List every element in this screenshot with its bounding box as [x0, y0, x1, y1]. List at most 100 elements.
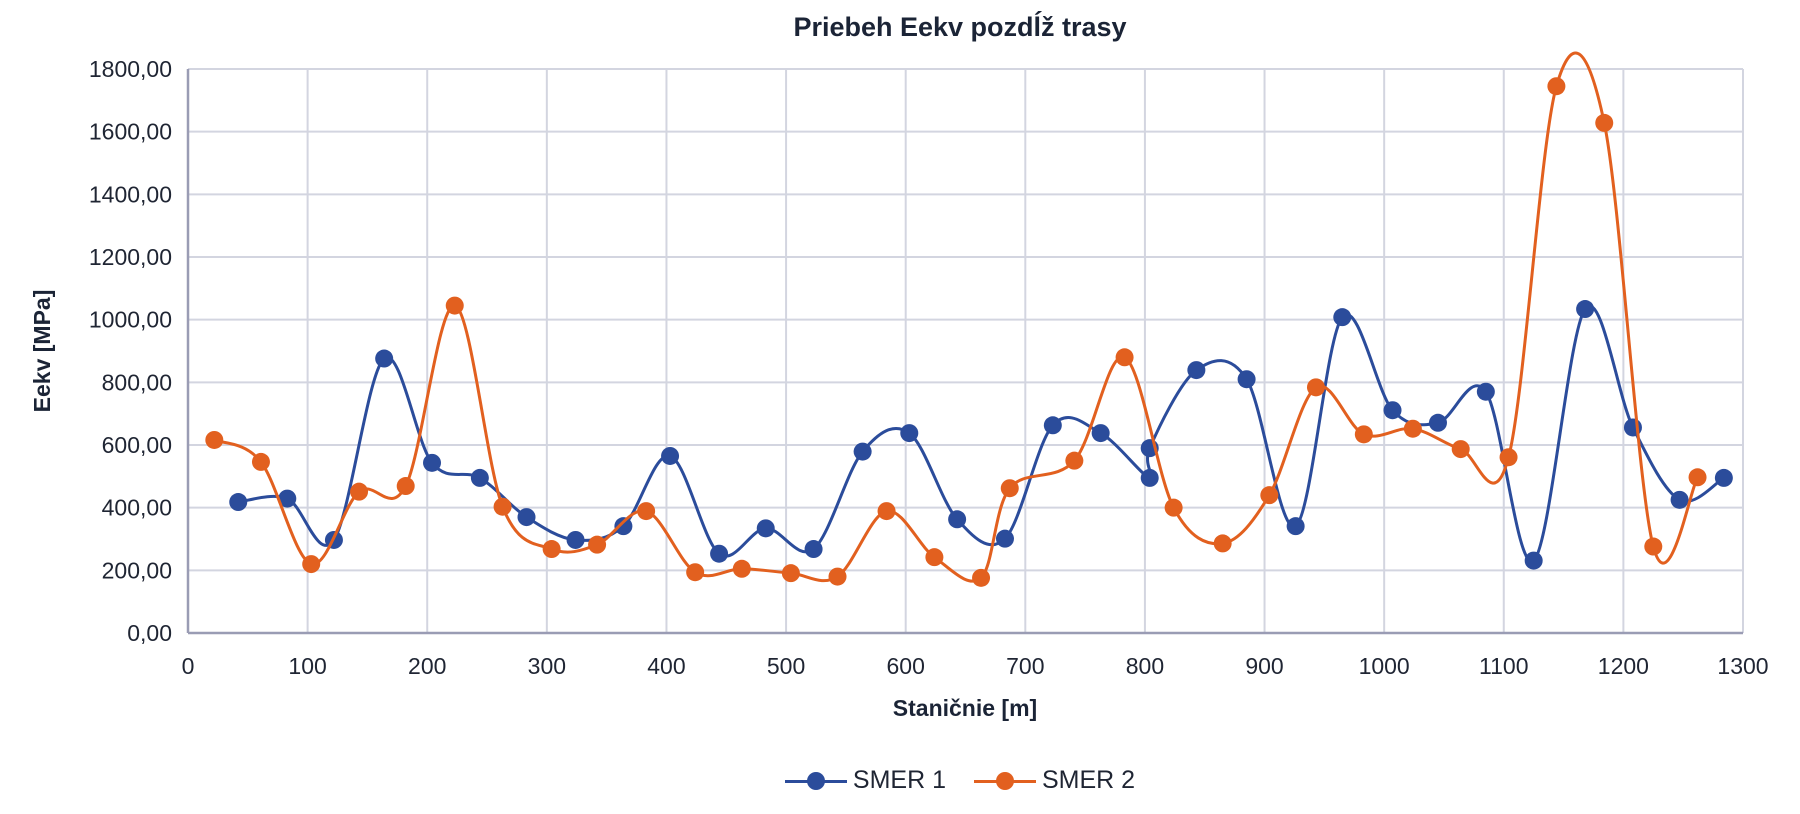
- data-point-marker: [1091, 424, 1110, 443]
- data-point-marker: [493, 497, 512, 516]
- data-point-marker: [1547, 77, 1566, 96]
- legend-label: SMER 2: [1042, 766, 1136, 794]
- data-point-marker: [1000, 479, 1019, 498]
- data-point-marker: [542, 540, 561, 559]
- data-point-marker: [828, 567, 847, 586]
- y-tick-label: 1200,00: [89, 244, 172, 270]
- data-point-marker: [1237, 370, 1256, 389]
- data-point-marker: [686, 563, 705, 582]
- data-point-marker: [1688, 468, 1707, 487]
- x-tick-label: 900: [1245, 653, 1283, 679]
- data-point-marker: [396, 477, 415, 496]
- y-tick-label: 400,00: [102, 495, 172, 521]
- y-tick-label: 600,00: [102, 432, 172, 458]
- data-point-marker: [948, 510, 967, 529]
- data-point-marker: [1140, 468, 1159, 487]
- y-tick-label: 1800,00: [89, 56, 172, 82]
- data-point-marker: [877, 502, 896, 521]
- legend-item: SMER 2: [974, 766, 1135, 795]
- x-tick-label: 700: [1006, 653, 1044, 679]
- data-point-marker: [1644, 537, 1663, 556]
- series-smer-1: [229, 300, 1733, 570]
- y-axis-title: Eekv [MPa]: [29, 290, 55, 413]
- data-point-marker: [1333, 308, 1352, 327]
- data-point-marker: [1428, 413, 1447, 432]
- data-point-marker: [1670, 490, 1689, 509]
- data-point-marker: [423, 453, 442, 472]
- data-point-marker: [302, 555, 321, 574]
- y-tick-label: 0,00: [127, 620, 172, 646]
- y-tick-label: 200,00: [102, 557, 172, 583]
- data-point-marker: [1164, 498, 1183, 517]
- data-point-marker: [1714, 468, 1733, 487]
- data-point-marker: [925, 548, 944, 567]
- data-point-marker: [1187, 361, 1206, 380]
- data-point-marker: [470, 468, 489, 487]
- data-point-marker: [1451, 440, 1470, 459]
- series-line: [238, 304, 1725, 563]
- legend-marker-icon: [974, 771, 1036, 791]
- data-point-marker: [375, 349, 394, 368]
- data-point-marker: [781, 564, 800, 583]
- data-point-marker: [588, 535, 607, 554]
- data-point-marker: [972, 568, 991, 587]
- data-point-marker: [900, 424, 919, 443]
- data-point-marker: [1595, 113, 1614, 132]
- x-tick-label: 0: [182, 653, 195, 679]
- grid-lines: [188, 68, 1744, 633]
- data-point-marker: [1354, 425, 1373, 444]
- y-axis-ticks: 0,00 200,00 400,00 600,00 800,00 1000,00 1200,…: [89, 56, 172, 646]
- x-tick-label: 100: [288, 653, 326, 679]
- data-point-marker: [614, 517, 633, 536]
- y-tick-label: 1000,00: [89, 307, 172, 333]
- data-point-marker: [1065, 451, 1084, 470]
- data-point-marker: [1403, 419, 1422, 438]
- data-point-marker: [251, 452, 270, 471]
- data-point-marker: [1260, 486, 1279, 505]
- x-tick-label: 1300: [1717, 653, 1768, 679]
- legend-item: SMER 1: [784, 766, 946, 795]
- x-axis-ticks: 0 100 200 300 400 500 600 700 800 900 1000 1100 1200…: [182, 653, 1769, 679]
- series-smer-2: [205, 51, 1707, 587]
- y-tick-label: 800,00: [102, 369, 172, 395]
- data-point-marker: [804, 540, 823, 559]
- data-point-marker: [229, 493, 248, 512]
- data-point-marker: [1524, 551, 1543, 570]
- legend: SMER 1 SMER 2: [60, 766, 1800, 795]
- data-series: [205, 51, 1733, 587]
- legend-label: SMER 1: [852, 766, 946, 794]
- data-point-marker: [1043, 416, 1062, 435]
- x-tick-label: 400: [647, 653, 685, 679]
- x-tick-label: 800: [1126, 653, 1164, 679]
- data-point-marker: [445, 296, 464, 315]
- data-point-marker: [1476, 382, 1495, 401]
- data-point-marker: [732, 559, 751, 578]
- data-point-marker: [1499, 448, 1518, 467]
- data-point-marker: [710, 544, 729, 563]
- data-point-marker: [1286, 517, 1305, 536]
- y-tick-label: 1600,00: [89, 119, 172, 145]
- data-point-marker: [1213, 534, 1232, 553]
- x-tick-label: 300: [528, 653, 566, 679]
- x-tick-label: 200: [408, 653, 446, 679]
- x-tick-label: 1100: [1479, 653, 1528, 679]
- data-point-marker: [637, 502, 656, 521]
- data-point-marker: [1383, 401, 1402, 420]
- axes: [186, 69, 1743, 635]
- data-point-marker: [517, 508, 536, 527]
- data-point-marker: [995, 529, 1014, 548]
- data-point-marker: [1306, 378, 1325, 397]
- x-tick-label: 1000: [1359, 653, 1410, 679]
- data-point-marker: [1115, 348, 1134, 367]
- data-point-marker: [205, 430, 224, 449]
- x-tick-label: 1200: [1598, 653, 1649, 679]
- x-axis-title: Staničnie [m]: [893, 695, 1037, 721]
- data-point-marker: [350, 482, 369, 501]
- chart-title: Priebeh Eekv pozdĺž trasy: [793, 12, 1127, 42]
- data-point-marker: [278, 489, 297, 508]
- x-tick-label: 500: [767, 653, 805, 679]
- x-tick-label: 600: [887, 653, 925, 679]
- legend-marker-icon: [784, 771, 847, 791]
- data-point-marker: [566, 530, 585, 549]
